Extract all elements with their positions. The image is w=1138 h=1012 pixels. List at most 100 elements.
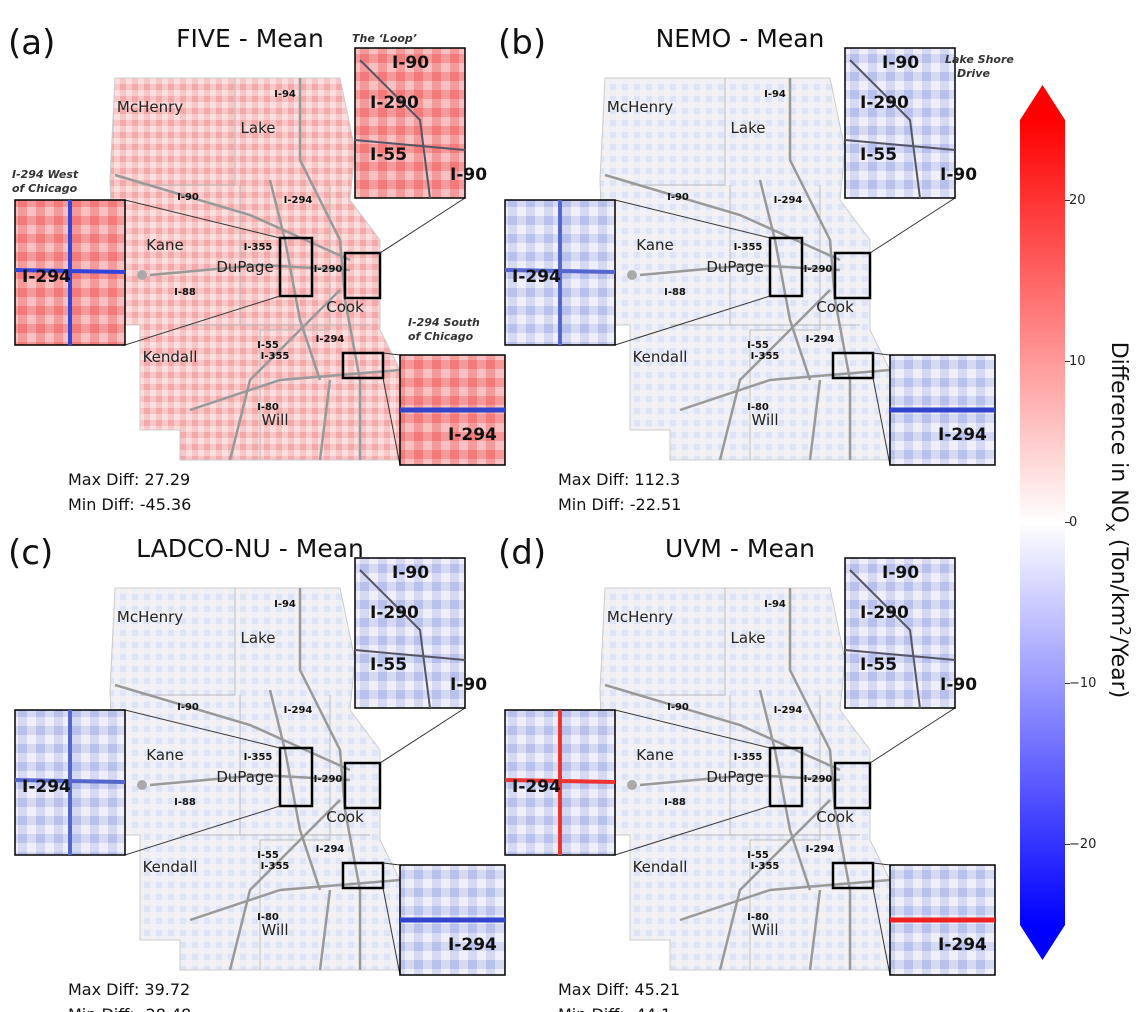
highway-label: I-294 [284, 195, 313, 206]
panel: (d) UVM - Mean McHenry Lake Kane DuPage Cook Ke… [498, 533, 996, 1012]
label-part: Difference in NO [1106, 342, 1131, 523]
inset-label: I-294 [938, 935, 987, 955]
highway-label: I-355 [734, 242, 763, 253]
inset-label: I-290 [370, 93, 419, 113]
county-label: DuPage [706, 768, 763, 786]
zoom-connector [614, 709, 771, 749]
county-label: Lake [731, 119, 766, 137]
county-label: McHenry [607, 608, 673, 626]
inset-label: I-90 [882, 53, 919, 73]
zoom-box [831, 861, 875, 890]
highway-label: I-290 [804, 264, 833, 275]
county-label: DuPage [706, 258, 763, 276]
county-label: Cook [816, 298, 854, 316]
county-label: DuPage [216, 258, 273, 276]
annotation: I-294 South [408, 316, 480, 329]
highway-label: I-294 [774, 195, 803, 206]
inset-label: I-55 [860, 145, 897, 165]
inset-road [354, 59, 466, 199]
county-label: McHenry [117, 608, 183, 626]
inset-label: I-294 [512, 777, 561, 797]
county-label: Lake [241, 629, 276, 647]
tick-label: −10 [1069, 676, 1096, 691]
zoom-connector [382, 887, 401, 976]
inset-label: I-294 [22, 777, 71, 797]
max-diff: Max Diff: 45.21 [558, 980, 680, 999]
zoom-box [341, 861, 385, 890]
county-label: Will [751, 411, 778, 429]
zoom-connector [379, 707, 466, 764]
highway-label: I-90 [177, 702, 199, 713]
highway [149, 773, 351, 787]
highway [114, 683, 351, 772]
highway [268, 689, 322, 891]
highway-label: I-80 [257, 402, 279, 413]
highway [718, 799, 831, 971]
highway-label: I-80 [257, 912, 279, 923]
highway-label: I-88 [664, 287, 686, 298]
highway-label: I-355 [244, 752, 273, 763]
highway-label: I-290 [804, 774, 833, 785]
inset-road [14, 710, 126, 855]
county-label: Lake [241, 119, 276, 137]
inset-label: I-55 [860, 655, 897, 675]
county-border [140, 78, 236, 186]
highway [639, 773, 841, 787]
zoom-connector [614, 199, 771, 239]
highway [758, 689, 812, 891]
inset-road [14, 200, 126, 345]
zoom-connector [379, 197, 466, 254]
county-label: Kane [636, 236, 674, 254]
zoom-connector [124, 805, 281, 856]
county-label: Kane [146, 236, 184, 254]
highway-label: I-355 [751, 861, 780, 872]
label-part: x [1102, 523, 1120, 532]
county-label: Kane [146, 746, 184, 764]
min-diff: Min Diff: -45.36 [68, 495, 191, 514]
zoom-connector [124, 709, 281, 749]
highway-label: I-55 [747, 850, 769, 861]
inset-label: I-90 [392, 53, 429, 73]
tick-label: −20 [1069, 837, 1096, 852]
panel-title: LADCO-NU - Mean [136, 534, 364, 563]
zoom-box [831, 351, 875, 380]
county-border [749, 695, 821, 970]
inset-label: I-90 [392, 563, 429, 583]
inset-label: I-294 [512, 267, 561, 287]
zoom-connector [382, 352, 401, 356]
annotation: of Chicago [12, 182, 78, 195]
highway-label: I-294 [316, 334, 345, 345]
highway-label: I-88 [664, 797, 686, 808]
zoom-box [768, 236, 804, 298]
highway [189, 878, 401, 922]
zoom-connector [872, 352, 891, 356]
highway [149, 263, 351, 277]
zoom-connector [872, 887, 891, 976]
zoom-connector [869, 197, 956, 254]
panels: (a) FIVE - Mean McHenry Lake Kane DuPage Cook K… [8, 23, 1014, 1012]
inset-label: I-90 [882, 563, 919, 583]
highway [639, 263, 841, 277]
inset-label: I-294 [938, 425, 987, 445]
inset-label: I-290 [860, 93, 909, 113]
colorbar: 20 10 0 −10 −20 Difference in NOx (Ton/km2/Ye… [1020, 85, 1134, 960]
county-label: Will [261, 411, 288, 429]
county-label: Kendall [633, 858, 688, 876]
annotation: Lake Shore [945, 53, 1014, 66]
highway-label: I-294 [806, 844, 835, 855]
inset-road [844, 569, 956, 709]
highway-label: I-80 [747, 912, 769, 923]
zoom-box [833, 761, 872, 810]
min-diff: Min Diff: -28.48 [68, 1005, 191, 1012]
inset-label: I-294 [22, 267, 71, 287]
highway [679, 368, 891, 412]
extend-arrow-bottom [1020, 925, 1065, 960]
zoom-box [833, 251, 872, 300]
highway-label: I-90 [177, 192, 199, 203]
county-label: McHenry [117, 98, 183, 116]
highway-label: I-88 [174, 287, 196, 298]
county-label: DuPage [216, 768, 273, 786]
max-diff: Max Diff: 27.29 [68, 470, 190, 489]
inset-label: I-90 [940, 675, 977, 695]
highway-label: I-355 [261, 351, 290, 362]
